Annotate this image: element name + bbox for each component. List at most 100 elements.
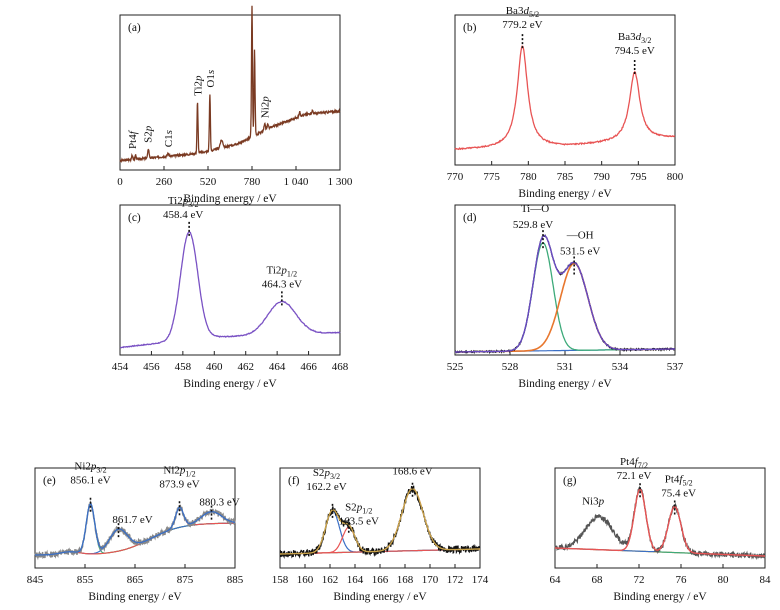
element-symbol: Ba3 [506, 5, 524, 17]
x-tick-label: 780 [520, 171, 537, 183]
x-axis-label: Binding energy / eV [183, 378, 277, 390]
orbital: d [636, 31, 642, 43]
subscript: 7/2 [638, 461, 648, 470]
satellite-component [35, 522, 235, 556]
element-symbol: Pt4 [127, 134, 139, 149]
x-tick-label: 865 [127, 574, 144, 586]
x-tick-label: 1 300 [328, 176, 353, 188]
panel-label: (c) [128, 212, 141, 224]
x-tick-label: 855 [77, 574, 94, 586]
x-tick-label: 172 [447, 574, 464, 586]
orbital: p [90, 461, 97, 473]
orbital: p [598, 496, 605, 508]
panel-label: (f) [288, 475, 300, 487]
x-tick-label: 166 [372, 574, 389, 586]
orbital: p [179, 464, 186, 476]
orbital: p [193, 75, 205, 82]
orbital: p [260, 96, 272, 103]
component-name: Ti—O [521, 203, 549, 215]
x-tick-label: 64 [550, 574, 562, 586]
peak-label: Pt4f7/2 [620, 456, 648, 470]
x-tick-label: 464 [269, 361, 286, 373]
fit-envelope [455, 234, 675, 353]
subscript: 3/2 [330, 472, 340, 481]
x-axis-label: Binding energy / eV [88, 591, 182, 603]
raw-data [34, 499, 236, 561]
x-tick-label: 80 [718, 574, 730, 586]
panel-d: 525 528 531 534 537 Binding energy / eV (d) Ti—… [447, 203, 684, 390]
x-tick-label: 72 [634, 574, 645, 586]
raw-data [279, 485, 481, 560]
x-tick-label: 875 [177, 574, 194, 586]
element-label: O1s [205, 70, 217, 88]
x-tick-label: 260 [156, 176, 173, 188]
panel-b: 770 775 780 785 790 795 800 Binding energy / eV… [447, 5, 684, 200]
peak-energy: 779.2 eV [502, 19, 542, 31]
x-tick-label: 454 [112, 361, 129, 373]
element-label: Pt4f [127, 129, 139, 149]
fit-envelope [555, 488, 765, 557]
peak-label: Ni3p [582, 496, 605, 508]
x-axis-label: Binding energy / eV [518, 378, 612, 390]
subscript: 1/2 [362, 507, 372, 516]
orbital: f [127, 129, 139, 134]
element-symbol: O1 [205, 74, 217, 87]
peak-energy: 72.1 eV [617, 470, 652, 482]
orbital: f [635, 456, 640, 468]
x-tick-label: 460 [206, 361, 223, 373]
element-symbol: Ti2 [267, 264, 282, 276]
subscript: 3/2 [641, 36, 651, 45]
x-tick-label: 462 [237, 361, 254, 373]
element-symbol: S2 [345, 502, 357, 514]
x-tick-label: 0 [117, 176, 123, 188]
survey-spectrum [119, 5, 341, 164]
x-tick-label: 800 [667, 171, 684, 183]
panel-label: (e) [43, 475, 56, 487]
element-label: S2p [142, 125, 154, 143]
peak-energy: 861.7 eV [112, 514, 152, 526]
sulfate-component [280, 488, 480, 555]
orbital: p [182, 195, 189, 207]
peak-energy: 162.2 eV [306, 481, 346, 493]
peak-label: Ni2p3/2 [74, 461, 106, 475]
peak-label: Ba3d5/2 [506, 5, 539, 19]
peak-label: Ti2p1/2 [267, 264, 298, 278]
panel-a: 0 260 520 780 1 040 1 300 Binding energy / eV (… [117, 5, 353, 205]
x-tick-label: 795 [630, 171, 647, 183]
panel-c: 454 456 458 460 462 464 466 468 Binding energy /… [112, 195, 349, 390]
x-tick-label: 775 [483, 171, 500, 183]
element-symbol: Ti2 [193, 81, 205, 96]
x-tick-label: 534 [612, 361, 629, 373]
x-tick-label: 531 [557, 361, 574, 373]
subscript: 5/2 [682, 479, 692, 488]
element-symbol: Ni3 [582, 496, 599, 508]
x-tick-label: 164 [347, 574, 364, 586]
panel-label: (g) [563, 475, 577, 487]
peak-energy: 464.3 eV [262, 278, 302, 290]
orbital: p [142, 125, 154, 132]
element-symbol: Pt4 [665, 474, 680, 486]
peak-label: S2p1/2 [345, 502, 372, 516]
x-tick-label: 845 [27, 574, 44, 586]
orbital: f [679, 474, 684, 486]
peak-label: Pt4f5/2 [665, 474, 693, 488]
oh-component [455, 262, 675, 353]
x-tick-label: 68 [592, 574, 604, 586]
x-tick-label: 162 [322, 574, 339, 586]
fit-envelope [280, 487, 480, 555]
element-symbol: Ni2 [74, 461, 91, 473]
peak-energy: 856.1 eV [70, 475, 110, 487]
peak-label: Ti2p3/2 [168, 195, 199, 209]
x-tick-label: 528 [502, 361, 519, 373]
peak-energy: 880.3 eV [199, 497, 239, 509]
peak-energy: 794.5 eV [615, 45, 655, 57]
element-symbol: C1 [163, 134, 175, 147]
subscript: 3/2 [188, 200, 198, 209]
peak-energy: 873.9 eV [159, 478, 199, 490]
panel-label: (a) [128, 22, 141, 34]
x-tick-label: 170 [422, 574, 439, 586]
orbital: d [523, 5, 529, 17]
element-symbol: Pt4 [620, 456, 635, 468]
component-name: —OH [566, 229, 594, 241]
